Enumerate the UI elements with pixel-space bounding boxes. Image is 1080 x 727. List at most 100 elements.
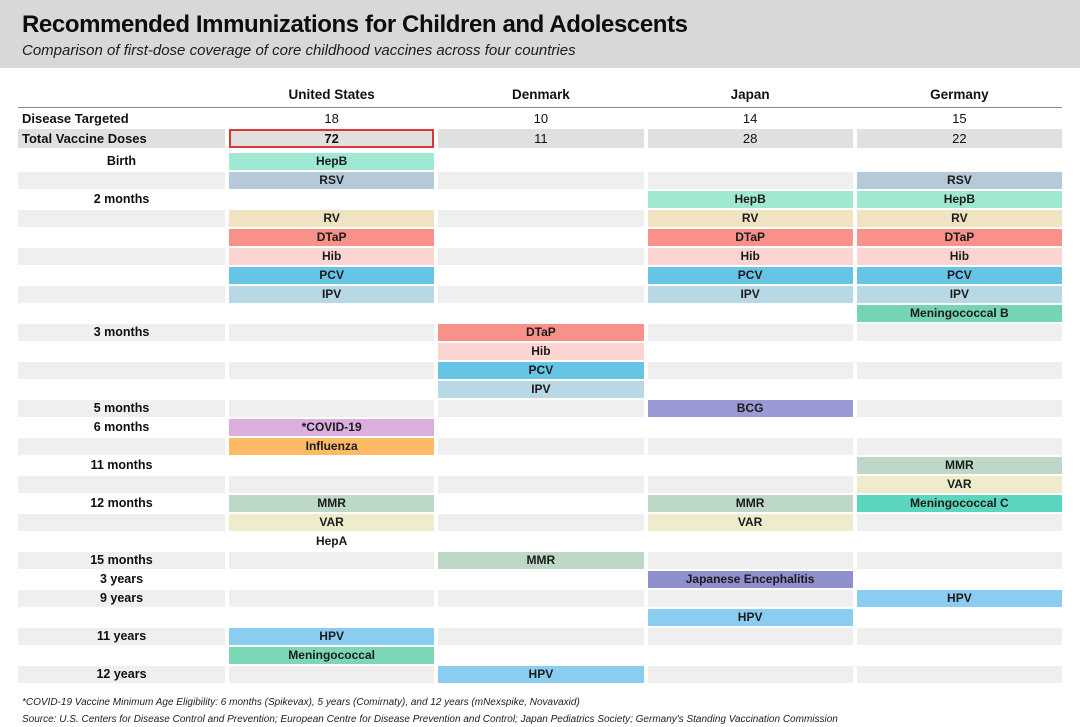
empty-cell-denmark [438, 590, 644, 607]
vaccine-pill-hib-denmark: Hib [438, 343, 644, 360]
vaccine-pill-mmr-denmark: MMR [438, 552, 644, 569]
vaccine-pill-dtap-japan: DTaP [647, 229, 853, 246]
empty-cell-germany [857, 609, 1062, 626]
empty-cell-denmark [438, 172, 644, 189]
age-label-spacer [18, 286, 225, 303]
vaccine-pill-hpv-germany: HPV [856, 590, 1062, 607]
empty-cell-united-states [229, 457, 434, 474]
total-vaccine-doses-row: Total Vaccine Doses 72 11 28 22 [18, 129, 1062, 148]
empty-cell-denmark [438, 419, 643, 436]
column-header-japan: Japan [730, 87, 770, 102]
empty-cell-germany [856, 438, 1062, 455]
vaccine-pill-pcv-germany: PCV [856, 267, 1062, 284]
empty-cell-united-states [229, 609, 434, 626]
vaccine-pill-var-japan: VAR [647, 514, 853, 531]
column-header-germany: Germany [930, 87, 989, 102]
empty-cell-germany [856, 362, 1062, 379]
empty-cell-denmark [438, 229, 643, 246]
empty-cell-united-states [229, 476, 435, 493]
empty-cell-denmark [438, 153, 643, 170]
vaccine-pill-ipv-denmark: IPV [438, 381, 644, 398]
vaccine-pill-covid-19-united-states: *COVID-19 [229, 419, 435, 436]
vaccine-row: Hib Hib Hib [18, 248, 1062, 265]
vaccine-row: VAR VAR [18, 514, 1062, 531]
country-header-row: United States Denmark Japan Germany [18, 76, 1062, 108]
vaccine-row-2-months: 2 months HepB HepB [18, 191, 1062, 208]
empty-cell-united-states [229, 324, 435, 341]
empty-cell-germany [857, 381, 1062, 398]
empty-cell-denmark [438, 305, 643, 322]
empty-cell-united-states [229, 400, 435, 417]
empty-cell-united-states [229, 571, 434, 588]
page-title: Recommended Immunizations for Children a… [22, 11, 688, 38]
vaccine-pill-rv-germany: RV [856, 210, 1062, 227]
age-label-11-years: 11 years [18, 628, 225, 645]
age-label-5-months: 5 months [18, 400, 225, 417]
empty-cell-japan [648, 381, 853, 398]
column-header-united-states: United States [288, 87, 375, 102]
age-label-spacer [18, 362, 225, 379]
empty-cell-germany [857, 343, 1062, 360]
empty-cell-japan [647, 362, 853, 379]
empty-cell-japan [648, 305, 853, 322]
column-header-denmark: Denmark [511, 87, 570, 102]
empty-cell-germany [856, 324, 1062, 341]
empty-cell-germany [856, 552, 1062, 569]
empty-cell-japan [647, 628, 853, 645]
vaccine-row: RSV RSV [18, 172, 1062, 189]
vaccine-row: RV RV RV [18, 210, 1062, 227]
corner-spacer [18, 83, 225, 102]
age-label-spacer [18, 438, 225, 455]
empty-cell-denmark [438, 609, 643, 626]
total-doses-denmark: 11 [438, 129, 644, 148]
age-label-spacer [18, 172, 225, 189]
page-subtitle: Comparison of first-dose coverage of cor… [22, 42, 576, 59]
empty-cell-united-states [229, 362, 435, 379]
age-label-spacer [18, 533, 225, 550]
vaccine-row: IPV [18, 381, 1062, 398]
age-label-spacer [18, 609, 225, 626]
vaccine-pill-hpv-united-states: HPV [229, 628, 435, 645]
empty-cell-japan [647, 476, 853, 493]
disease-targeted-row: Disease Targeted 18 10 14 15 [18, 109, 1062, 128]
age-label-spacer [18, 248, 225, 265]
age-label-12-months: 12 months [90, 496, 153, 510]
age-label-2-months: 2 months [93, 192, 150, 206]
empty-cell-germany [857, 419, 1062, 436]
vaccine-pill-pcv-united-states: PCV [229, 267, 435, 284]
vaccine-row: DTaP DTaP DTaP [18, 229, 1062, 246]
vaccine-pill-pcv-japan: PCV [647, 267, 853, 284]
empty-cell-germany [856, 666, 1062, 683]
vaccine-pill-var-united-states: VAR [229, 514, 435, 531]
vaccine-pill-rsv-germany: RSV [856, 172, 1062, 189]
empty-cell-denmark [438, 514, 644, 531]
age-label-3-months: 3 months [18, 324, 225, 341]
vaccine-pill-meningococcal-united-states: Meningococcal [229, 647, 435, 664]
age-label-spacer [18, 647, 225, 664]
footnotes: *COVID-19 Vaccine Minimum Age Eligibilit… [22, 696, 1058, 727]
age-label-6-months: 6 months [93, 420, 150, 434]
age-label-spacer [18, 229, 225, 246]
empty-cell-united-states [229, 381, 434, 398]
empty-cell-germany [856, 628, 1062, 645]
empty-cell-denmark [438, 438, 644, 455]
empty-cell-denmark [438, 457, 643, 474]
empty-cell-united-states [229, 552, 435, 569]
vaccine-pill-mmr-united-states: MMR [229, 495, 435, 512]
empty-cell-united-states [229, 666, 435, 683]
vaccine-row: PCV [18, 362, 1062, 379]
total-doses-us-highlighted: 72 [229, 129, 435, 148]
vaccine-pill-dtap-united-states: DTaP [229, 229, 435, 246]
vaccine-pill-ipv-united-states: IPV [229, 286, 435, 303]
vaccine-row-12-years: 12 years HPV [18, 666, 1062, 683]
age-label-spacer [18, 343, 225, 360]
empty-cell-japan [648, 533, 853, 550]
empty-cell-united-states [229, 305, 434, 322]
vaccine-pill-ipv-japan: IPV [647, 286, 853, 303]
vaccine-pill-pcv-denmark: PCV [438, 362, 644, 379]
vaccine-row-birth: Birth HepB [18, 153, 1062, 170]
empty-cell-japan [648, 153, 853, 170]
vaccine-grid: Birth HepB RSV RSV 2 months HepB HepB RV RV RV DTa… [18, 153, 1062, 683]
empty-cell-germany [857, 647, 1062, 664]
vaccine-pill-influenza-united-states: Influenza [229, 438, 435, 455]
